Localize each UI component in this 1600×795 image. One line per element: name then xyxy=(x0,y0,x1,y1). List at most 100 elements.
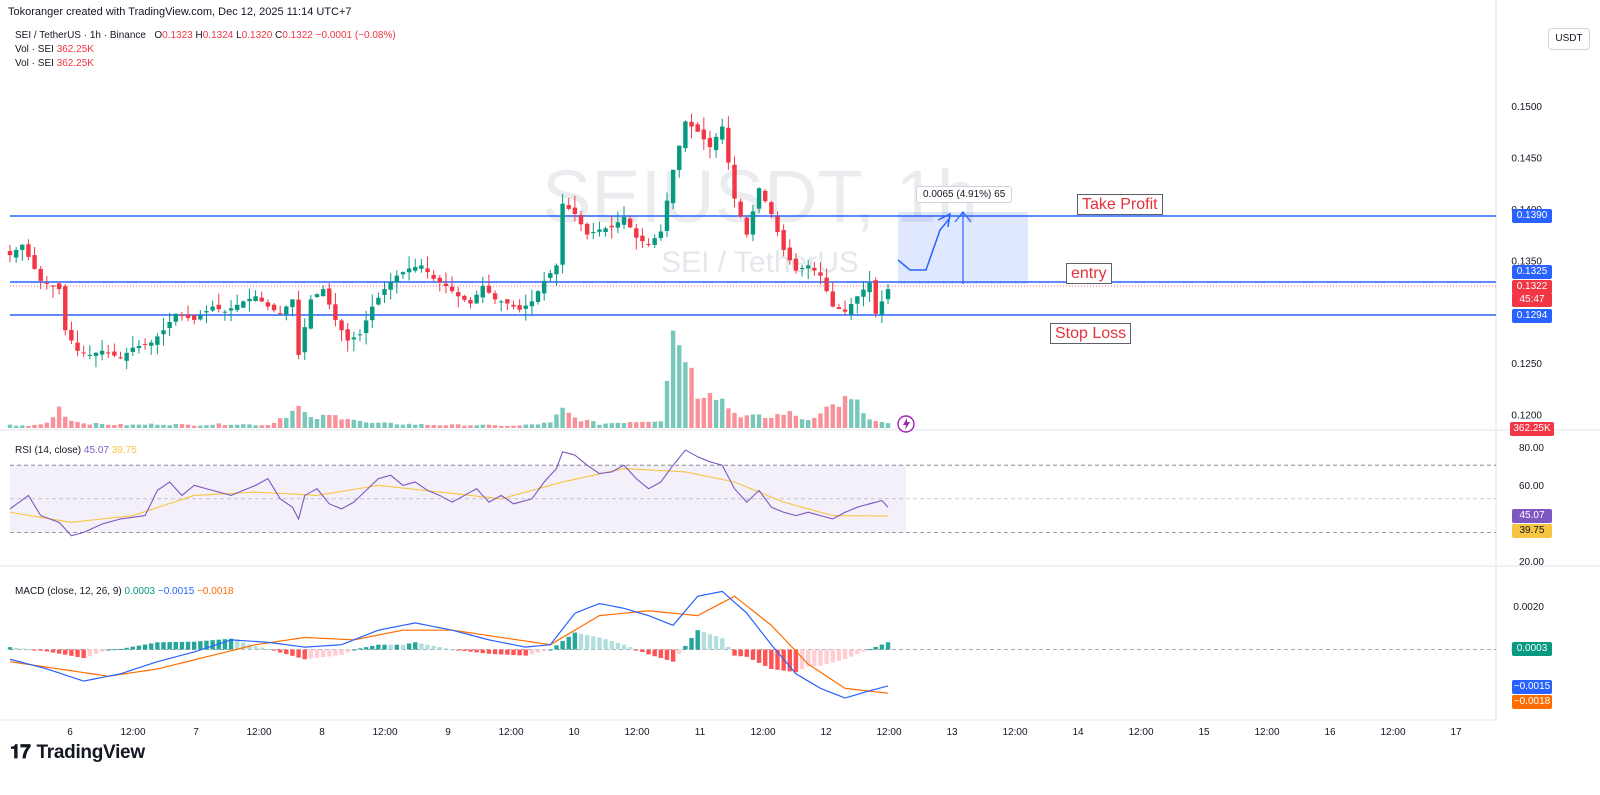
volume-bar xyxy=(499,426,504,428)
watermark-name: SEI / TetherUS xyxy=(661,246,859,279)
volume-bar xyxy=(388,422,393,428)
price-tick: 0.1200 xyxy=(1511,411,1542,422)
volume-bar xyxy=(75,421,80,428)
macd-hist-bar xyxy=(609,641,614,650)
candle-body xyxy=(370,306,375,321)
macd-hist-bar xyxy=(634,649,639,651)
candle-body xyxy=(861,289,866,297)
candle-body xyxy=(44,282,50,284)
macd-hist-bar xyxy=(431,645,436,650)
macd-hist-bar xyxy=(713,636,719,650)
macd-hist-bar xyxy=(548,649,553,651)
volume-bar xyxy=(308,416,314,428)
candle-body xyxy=(836,307,842,310)
macd-hist-bar xyxy=(848,649,854,657)
volume-bar xyxy=(320,414,326,428)
candle-body xyxy=(198,315,203,320)
candle-body xyxy=(554,265,559,275)
price-tick: 0.1450 xyxy=(1511,153,1542,164)
volume-bar xyxy=(357,420,363,428)
stop-loss-label[interactable]: Stop Loss xyxy=(1050,323,1132,344)
macd-hist-bar xyxy=(689,638,694,650)
time-axis[interactable]: 6 12:00 7 12:00 8 12:00 9 12:00 10 12:00 11 12:00 12… xyxy=(67,727,1462,738)
candle-body xyxy=(830,291,835,307)
volume-bar xyxy=(382,422,387,428)
volume-bar xyxy=(732,412,737,428)
volume-bar xyxy=(167,425,172,428)
volume-bar xyxy=(456,424,461,428)
candle-body xyxy=(763,190,768,202)
macd-hist-bar xyxy=(277,649,283,653)
macd-hist-bar xyxy=(885,642,891,650)
macd-hist-bar xyxy=(118,648,123,650)
macd-hist-bar xyxy=(259,647,264,650)
time-tick: 6 xyxy=(67,727,73,738)
volume-bar xyxy=(781,414,786,428)
price-axis[interactable]: 0.15000.14500.14000.13500.12500.12000.00… xyxy=(1511,102,1542,657)
candle-body xyxy=(726,127,731,163)
time-tick: 12:00 xyxy=(372,727,397,738)
macd-hist-bar xyxy=(351,649,357,651)
volume-bar xyxy=(13,425,19,428)
rsi-ma-line[interactable] xyxy=(9,468,889,523)
macd-hist-bar xyxy=(38,649,43,651)
macd-hist-bar xyxy=(861,649,866,652)
macd-hist-bar xyxy=(179,641,185,650)
macd-hist-bar xyxy=(806,649,811,667)
macd-signal-line[interactable] xyxy=(9,595,889,694)
macd-hist-bar xyxy=(106,649,111,651)
macd-hist-bar xyxy=(290,649,295,656)
projection-arrowhead xyxy=(937,212,951,228)
volume-bar xyxy=(345,419,350,428)
macd-hist-bar xyxy=(327,649,332,657)
macd-tick: 0.0020 xyxy=(1513,602,1544,613)
macd-hist-bar xyxy=(670,649,676,662)
tradingview-logo[interactable]: 𝟏𝟕 TradingView xyxy=(10,742,145,764)
candle-body xyxy=(713,136,719,151)
candle-body xyxy=(308,299,314,329)
macd-hist-bar xyxy=(799,649,805,670)
candle-body xyxy=(873,280,878,314)
volume-bar xyxy=(720,398,725,428)
macd-hist-bar xyxy=(836,649,842,661)
candle-body xyxy=(683,121,688,149)
macd-value-tag: −0.0015 xyxy=(1512,680,1552,694)
volume-bar xyxy=(701,397,707,428)
volume-bar xyxy=(216,423,221,428)
candle-body xyxy=(517,305,522,310)
projection-path[interactable] xyxy=(897,217,951,271)
rsi-value-text: 45.07 xyxy=(83,445,109,456)
macd-hist-bar xyxy=(812,649,817,667)
macd-hist-bar xyxy=(873,646,878,650)
candles-layer xyxy=(7,113,891,370)
candle-body xyxy=(388,282,393,290)
macd-hist-bar xyxy=(320,649,326,658)
candle-body xyxy=(634,228,639,238)
volume-bar xyxy=(419,423,424,428)
volume-bar xyxy=(284,417,289,428)
macd-line[interactable] xyxy=(9,590,889,699)
volume-bar xyxy=(830,404,835,428)
macd-hist-bar xyxy=(511,649,516,656)
volume-bar xyxy=(56,406,62,428)
candle-body xyxy=(456,292,461,297)
entry-label[interactable]: entry xyxy=(1066,263,1112,284)
macd-histogram xyxy=(7,630,891,673)
macd-hist-bar xyxy=(535,649,541,653)
macd-hist-bar xyxy=(505,649,510,655)
volume-bar xyxy=(535,424,541,428)
volume-bar xyxy=(234,424,240,428)
rsi-line[interactable] xyxy=(9,449,889,537)
volume-bar xyxy=(149,423,154,428)
candle-body xyxy=(63,286,68,331)
macd-hist-bar xyxy=(480,649,485,654)
volume-bar xyxy=(480,424,485,428)
take-profit-label[interactable]: Take Profit xyxy=(1077,194,1163,215)
macd-hist-bar xyxy=(192,641,197,650)
currency-button[interactable]: USDT xyxy=(1548,28,1590,50)
entry-price-tag: 0.1325 xyxy=(1512,265,1552,279)
volume-bar xyxy=(885,423,891,428)
high-value: 0.1324 xyxy=(202,30,234,41)
time-tick: 15 xyxy=(1198,727,1210,738)
